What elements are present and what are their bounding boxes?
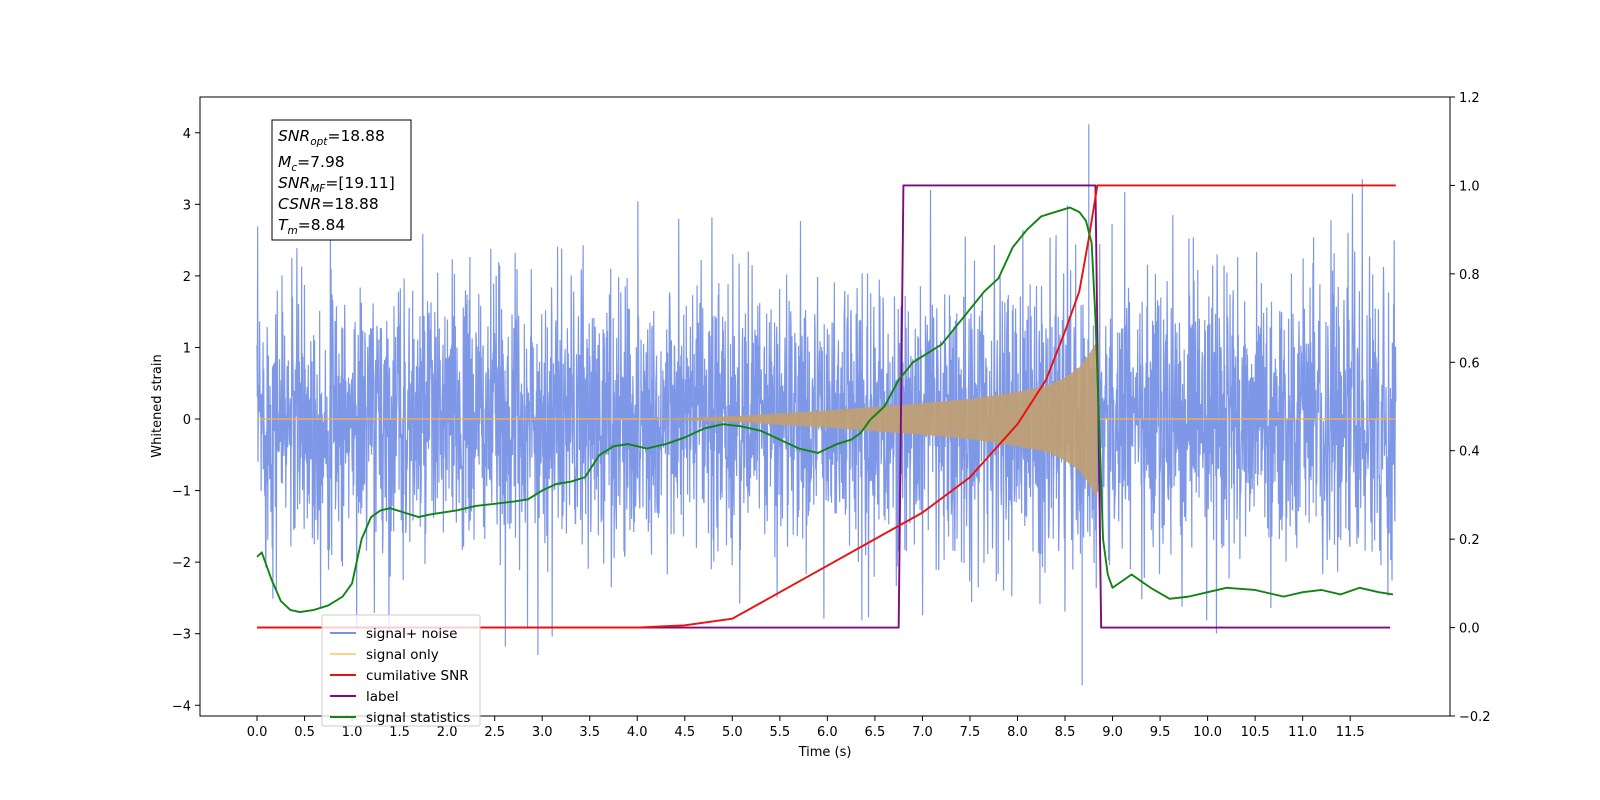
x-tick-label: 6.0	[817, 725, 838, 740]
x-tick-label: 9.0	[1102, 725, 1123, 740]
info-box: SNRopt=18.88 Mc=7.98 SNRMF=[19.11] CSNR=…	[271, 119, 412, 241]
x-tick-label: 7.5	[960, 725, 981, 740]
x-tick-label: 8.5	[1055, 725, 1076, 740]
legend-label: signal statistics	[366, 710, 470, 726]
x-tick-label: 6.5	[865, 725, 886, 740]
y-right-tick-label: 1.0	[1459, 179, 1480, 194]
axes-frame	[199, 96, 1451, 717]
x-tick-label: 1.0	[342, 725, 363, 740]
x-tick-label: 4.0	[627, 725, 648, 740]
x-tick-label: 0.5	[294, 725, 315, 740]
tm-text: Tm=8.84	[278, 216, 345, 237]
x-tick-label: 10.5	[1241, 725, 1270, 740]
y-left-tick-label: 2	[183, 270, 191, 285]
x-axis: 0.0 0.5 1.0 1.5 2.0 2.5 3.0 3.5 4.0 4.5 5.0 5.5 6.0 6…	[247, 716, 1365, 740]
x-tick-label: 5.0	[722, 725, 743, 740]
y-axis-left: −4 −3 −2 −1 0 1 2 3 4	[172, 127, 200, 714]
x-tick-label: 5.5	[770, 725, 791, 740]
x-tick-label: 11.5	[1336, 725, 1365, 740]
y-left-tick-label: 4	[183, 127, 191, 142]
y-axis-label: Whitened strain	[150, 354, 165, 457]
csnr-text: CSNR=18.88	[278, 195, 379, 213]
legend-label: cumilative SNR	[366, 668, 469, 684]
x-tick-label: 8.0	[1007, 725, 1028, 740]
label-line	[257, 184, 1391, 629]
y-left-tick-label: 3	[183, 198, 191, 213]
x-tick-label: 10.0	[1193, 725, 1222, 740]
legend-label: label	[366, 689, 399, 705]
snr-opt-text: SNRopt=18.88	[278, 127, 385, 148]
signal-statistics-line	[256, 206, 1394, 614]
y-right-tick-label: 0.4	[1459, 445, 1480, 460]
legend-label: signal only	[366, 647, 439, 663]
cumulative-snr-line	[257, 184, 1396, 629]
y-left-tick-label: −4	[172, 699, 191, 714]
y-left-tick-label: −1	[172, 485, 191, 500]
signal-only-line	[257, 340, 1396, 498]
x-tick-label: 11.0	[1288, 725, 1317, 740]
y-right-tick-label: 1.2	[1459, 91, 1480, 106]
mc-text: Mc=7.98	[278, 153, 345, 174]
y-left-tick-label: −2	[172, 556, 191, 571]
legend: signal+ noise signal only cumilative SNR la…	[321, 614, 481, 727]
x-tick-label: 7.0	[912, 725, 933, 740]
y-right-tick-label: 0.6	[1459, 356, 1480, 371]
plot-area	[256, 124, 1397, 686]
x-axis-label: Time (s)	[798, 745, 852, 760]
x-tick-label: 3.0	[532, 725, 553, 740]
y-axis-right: −0.2 0.0 0.2 0.4 0.6 0.8 1.0 1.2	[1450, 91, 1491, 725]
y-left-tick-label: −3	[172, 628, 191, 643]
x-tick-label: 0.0	[247, 725, 268, 740]
x-tick-label: 2.0	[437, 725, 458, 740]
snr-mf-text: SNRMF=[19.11]	[278, 174, 395, 195]
x-tick-label: 1.5	[389, 725, 410, 740]
x-tick-label: 2.5	[484, 725, 505, 740]
x-tick-label: 9.5	[1150, 725, 1171, 740]
y-right-tick-label: 0.8	[1459, 268, 1480, 283]
signal-only-chirp	[656, 340, 1098, 498]
y-right-tick-label: 0.2	[1459, 533, 1480, 548]
y-right-tick-label: 0.0	[1459, 622, 1480, 637]
y-right-tick-label: −0.2	[1459, 710, 1491, 725]
y-left-tick-label: 0	[183, 413, 191, 428]
y-left-tick-label: 1	[183, 341, 191, 356]
x-tick-label: 4.5	[674, 725, 695, 740]
x-tick-label: 3.5	[579, 725, 600, 740]
legend-label: signal+ noise	[366, 626, 457, 642]
